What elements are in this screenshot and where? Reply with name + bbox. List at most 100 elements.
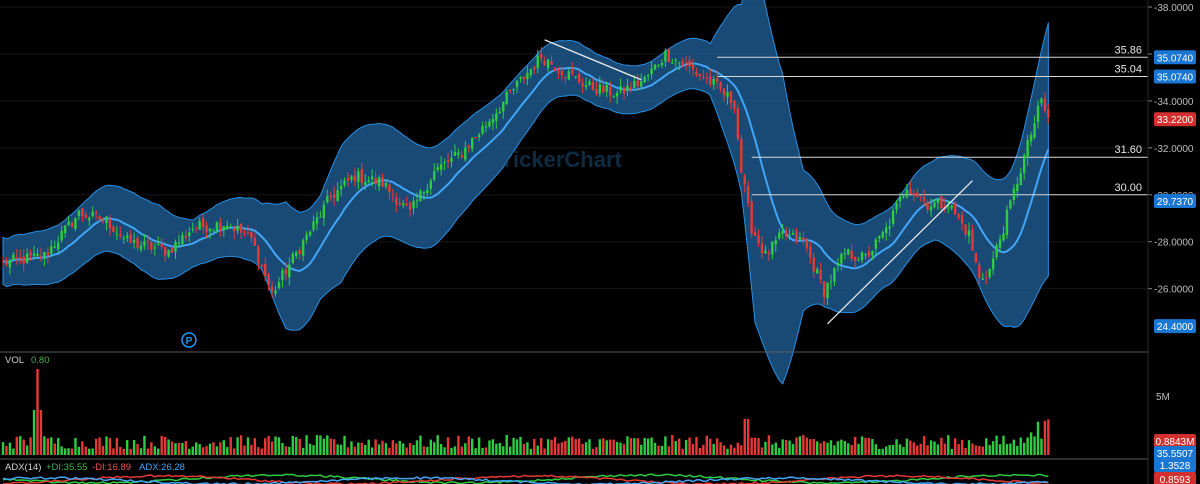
volume-value: 0.80 <box>31 355 50 366</box>
volume-bar <box>1040 438 1043 455</box>
candle <box>81 208 84 217</box>
volume-bar <box>767 435 771 455</box>
candle <box>529 68 533 76</box>
volume-bar <box>284 446 288 455</box>
volume-bar <box>422 446 426 455</box>
candle <box>157 244 160 246</box>
volume-bar <box>115 437 119 455</box>
candle <box>674 59 677 61</box>
candle <box>415 200 419 202</box>
candle <box>270 286 274 292</box>
volume-bar <box>950 448 953 455</box>
volume-bar <box>53 443 56 455</box>
candle <box>726 92 729 97</box>
level-label: 35.04 <box>1114 64 1142 76</box>
volume-bar <box>1029 432 1033 455</box>
candle <box>957 214 960 218</box>
candle <box>460 155 464 158</box>
candle <box>201 218 205 228</box>
candle <box>833 268 836 282</box>
candle <box>515 80 519 88</box>
volume-bar <box>905 438 909 455</box>
volume-bar <box>698 448 702 455</box>
volume-bar <box>319 435 322 455</box>
volume-bar <box>919 443 922 455</box>
candle <box>84 215 87 219</box>
volume-bar <box>43 436 46 455</box>
candle <box>50 246 53 254</box>
candle <box>253 237 257 246</box>
candle <box>153 247 156 249</box>
candle <box>484 126 488 128</box>
volume-bar <box>226 447 229 455</box>
bollinger-fill <box>2 0 1049 385</box>
candle <box>719 82 722 90</box>
volume-bar <box>188 448 191 455</box>
candle <box>602 85 605 93</box>
volume-bar <box>177 442 181 455</box>
volume-bar <box>184 441 188 455</box>
volume-bar <box>15 436 18 455</box>
volume-bar <box>74 438 77 455</box>
volume-bar <box>326 435 329 455</box>
volume-bar <box>819 443 822 455</box>
trendlines[interactable] <box>544 39 973 325</box>
volume-bar <box>546 439 550 455</box>
candle <box>981 278 984 280</box>
candle <box>122 238 125 240</box>
volume-bar <box>902 447 905 455</box>
axis-tick-label: -26.0000 <box>1154 285 1194 296</box>
volume-bar <box>167 439 170 455</box>
candle <box>698 74 702 76</box>
volume-bar <box>760 447 764 455</box>
price-tag-text: 29.7370 <box>1157 197 1194 208</box>
volume-bar <box>540 438 543 455</box>
candle <box>864 254 867 256</box>
candle <box>60 230 63 241</box>
candle <box>412 201 415 209</box>
volume-bar <box>364 444 367 455</box>
candle <box>453 151 457 157</box>
volume-bar <box>985 438 988 455</box>
candle <box>1012 188 1016 200</box>
volume-bar <box>557 443 560 455</box>
volume-bar <box>281 442 284 455</box>
candle <box>902 196 905 198</box>
volume-bar <box>301 447 305 455</box>
volume-bar <box>712 443 715 455</box>
candle <box>722 88 726 96</box>
volume-bar <box>619 442 622 455</box>
volume-bar <box>898 444 902 455</box>
candle <box>143 240 146 246</box>
volume-bar <box>560 442 564 455</box>
horizontal-levels[interactable]: 35.86 35.04 31.60 30.00 <box>717 44 1148 196</box>
volume-bar <box>798 436 802 455</box>
candle <box>760 243 764 253</box>
volume-bar <box>574 439 577 455</box>
volume-bar <box>564 440 567 455</box>
volume-bar <box>232 448 236 455</box>
volume-bar <box>491 439 495 455</box>
candle <box>474 136 477 138</box>
candle <box>36 253 39 257</box>
candle <box>788 234 791 236</box>
volume-bar <box>508 446 512 455</box>
candle <box>19 257 22 259</box>
volume-bar <box>805 437 809 455</box>
volume-bar <box>5 445 8 455</box>
volume-bar <box>795 437 798 455</box>
volume-bar <box>412 445 415 455</box>
volume-bar <box>160 435 163 455</box>
candle <box>829 281 833 283</box>
volume-bar <box>288 446 291 455</box>
volume-bar <box>588 439 591 455</box>
volume-bar <box>339 444 343 455</box>
candle <box>822 281 826 298</box>
volume-bar <box>543 448 546 455</box>
candle <box>119 234 122 237</box>
candle <box>22 256 25 264</box>
p-marker[interactable]: P <box>181 332 197 348</box>
volume-bar <box>32 410 36 455</box>
candle <box>177 242 181 244</box>
